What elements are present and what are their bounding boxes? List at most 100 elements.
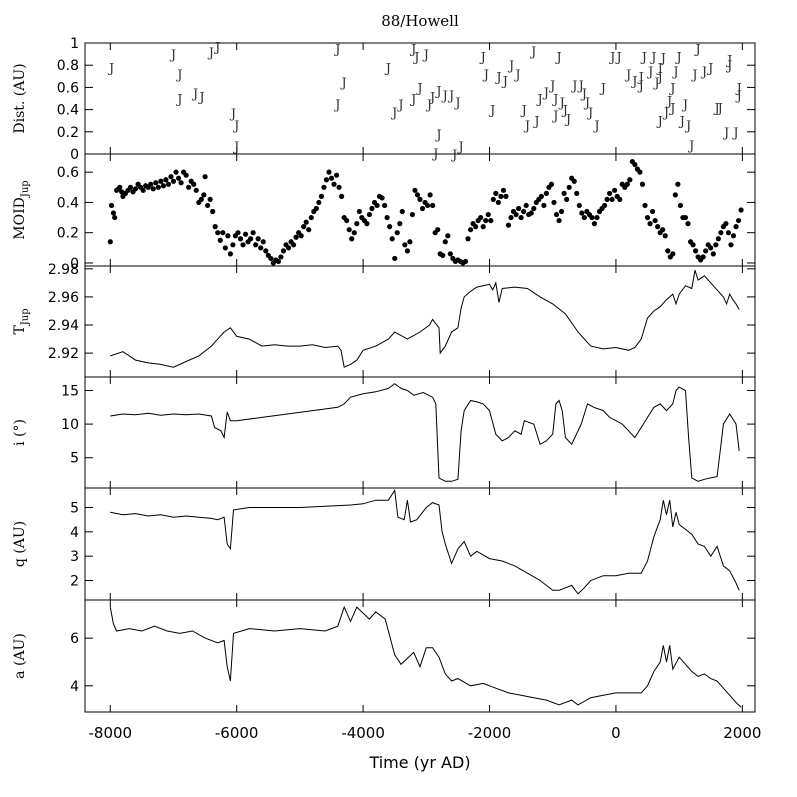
data-point	[155, 184, 161, 190]
y-axis-label-text: T	[12, 325, 28, 335]
data-point	[293, 234, 299, 240]
data-point	[366, 211, 373, 218]
data-point-marker: J	[700, 65, 707, 80]
data-point	[730, 233, 737, 239]
data-point-marker: J	[570, 79, 577, 94]
data-point	[617, 196, 623, 203]
series-line	[109, 605, 742, 708]
y-tick-label: 0	[70, 147, 79, 163]
data-point	[725, 230, 732, 236]
data-point-marker: J	[558, 96, 565, 111]
data-point	[710, 251, 716, 257]
data-point-marker: J	[532, 115, 539, 130]
data-point	[607, 190, 613, 196]
data-point	[490, 196, 496, 203]
y-axis-label-text: a (AU)	[12, 633, 28, 679]
data-point	[186, 184, 192, 190]
y-tick-label: 0.4	[57, 103, 79, 119]
data-point	[419, 205, 426, 212]
data-point-marker: J	[716, 101, 723, 116]
data-point-marker: J	[665, 95, 672, 110]
data-point	[473, 224, 479, 230]
data-point	[708, 245, 714, 251]
data-point-marker: J	[232, 140, 239, 155]
data-point-marker: J	[675, 50, 682, 65]
data-point	[503, 193, 509, 199]
data-point	[440, 252, 446, 259]
data-point-marker: J	[535, 93, 542, 108]
y-tick-label: 5	[70, 451, 79, 467]
y-axis-label: a (AU)	[12, 633, 28, 679]
y-tick-label: 2.94	[48, 318, 79, 334]
chart-title: 88/Howell	[381, 12, 459, 30]
data-point	[193, 187, 199, 193]
data-point	[369, 205, 375, 212]
data-point-marker: J	[507, 59, 514, 74]
data-point	[306, 227, 312, 233]
data-point-marker: J	[333, 43, 340, 58]
data-point	[518, 214, 524, 221]
data-point-marker: J	[668, 81, 675, 96]
y-tick-label: 0	[70, 256, 79, 272]
data-point	[227, 251, 233, 257]
y-axis-label-subscript: Jup	[20, 308, 31, 326]
data-point-marker: J	[409, 93, 416, 108]
data-point	[328, 175, 335, 181]
data-point-marker: J	[694, 43, 701, 58]
data-point	[268, 255, 274, 262]
data-point	[354, 221, 360, 227]
y-tick-label: 15	[61, 383, 79, 399]
data-point	[364, 221, 370, 227]
y-tick-label: 0.6	[57, 165, 79, 181]
data-point	[107, 239, 113, 245]
data-point	[217, 237, 223, 243]
data-point	[235, 230, 241, 236]
data-point	[326, 169, 332, 175]
data-point	[275, 258, 282, 265]
series-line	[110, 488, 740, 595]
data-point	[175, 175, 182, 181]
data-point	[230, 242, 236, 248]
series-line	[110, 270, 740, 368]
data-point	[392, 255, 398, 262]
data-point	[412, 187, 418, 193]
data-point-marker: J	[659, 51, 666, 66]
data-point	[735, 217, 742, 224]
data-point-marker: J	[722, 126, 729, 141]
data-point-marker: J	[684, 119, 691, 134]
y-tick-label: 1	[70, 36, 79, 52]
panel-tisserand: 2.92 2.94 2.96 2.98 TJup	[12, 262, 756, 378]
data-point-marker: J	[169, 48, 176, 63]
y-axis-label-text: Dist. (AU)	[12, 63, 28, 133]
data-point	[110, 210, 117, 216]
panel-moid: 0 0.2 0.4 0.6 MOIDJup	[12, 153, 756, 272]
x-tick-label: -4000	[341, 724, 385, 742]
data-point-marker: J	[656, 61, 663, 76]
data-point	[150, 186, 156, 192]
data-point	[505, 222, 512, 228]
data-point	[685, 221, 691, 227]
y-axis-label: q (AU)	[12, 521, 28, 567]
data-point	[435, 227, 441, 233]
data-point-marker: J	[415, 81, 422, 96]
data-point	[493, 190, 499, 196]
data-point	[564, 196, 570, 203]
data-point	[639, 181, 646, 187]
data-point	[308, 214, 314, 221]
data-point-marker: J	[608, 50, 615, 65]
data-point	[485, 211, 491, 218]
data-point-marker: J	[232, 119, 239, 134]
data-point	[500, 187, 507, 193]
data-point	[627, 177, 633, 183]
data-point-marker: J	[450, 148, 457, 163]
data-point-marker: J	[646, 65, 653, 80]
data-point	[168, 174, 174, 180]
data-point-marker: J	[434, 128, 441, 143]
data-point	[543, 190, 550, 196]
y-tick-label: 5	[70, 500, 79, 516]
data-point	[250, 230, 256, 236]
data-point	[644, 214, 651, 221]
data-point	[198, 196, 204, 203]
data-point-marker: J	[712, 101, 719, 116]
x-axis: -8000 -6000 -4000 -2000 0 2000	[88, 724, 761, 742]
